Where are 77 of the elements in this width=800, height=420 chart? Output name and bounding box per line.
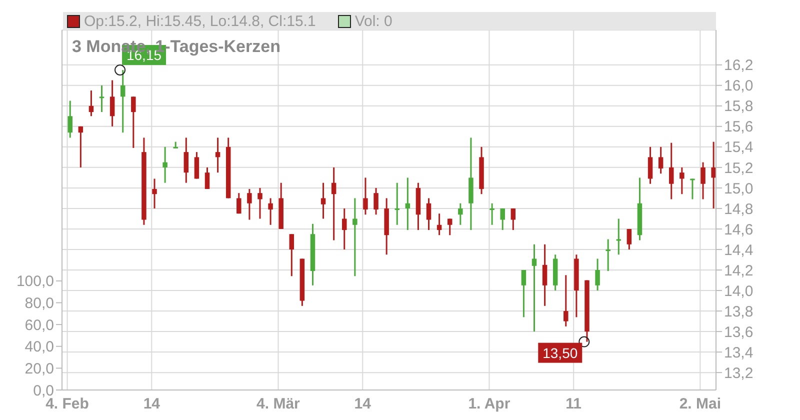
y2-tick-label: 16,0 (724, 78, 754, 95)
candlestick (658, 146, 664, 174)
candlestick (542, 244, 548, 307)
y-tick-label: 80,0 (24, 295, 54, 312)
candlestick (258, 187, 262, 220)
y-tick-label: 20,0 (24, 360, 54, 378)
candlestick (564, 274, 568, 328)
y2-tick-label: 13,4 (724, 344, 754, 362)
candlestick (110, 80, 115, 128)
y2-tick-label: 16,2 (724, 57, 754, 74)
candlestick (616, 218, 622, 256)
y2-tick-label: 15,0 (724, 180, 754, 198)
candlestick (500, 208, 505, 231)
candlestick (162, 146, 168, 184)
y2-tick-label: 15,8 (724, 98, 754, 116)
candlestick (521, 269, 526, 318)
candlestick (680, 166, 684, 195)
candlestick (78, 126, 84, 168)
candlestick (184, 136, 189, 184)
candlestick (99, 84, 104, 113)
candlestick (648, 146, 653, 185)
candlestick (394, 182, 400, 226)
y2-tick-label: 15,4 (724, 139, 754, 156)
candlestick (320, 182, 326, 220)
candlestick (700, 162, 706, 200)
y-tick-label: 40,0 (24, 338, 54, 356)
candlestick (458, 202, 463, 226)
candlestick (363, 176, 368, 216)
candlestick (204, 166, 210, 190)
candlestick (152, 178, 157, 210)
y2-tick-label: 14,0 (724, 282, 754, 300)
candlestick (532, 244, 537, 332)
candlestick (236, 192, 242, 214)
candlestick (626, 228, 632, 250)
y2-tick-label: 14,4 (724, 242, 754, 259)
candlestick (447, 218, 452, 236)
candlestick (247, 188, 252, 220)
candlestick (289, 233, 294, 277)
candlestick (352, 197, 358, 277)
candlestick (669, 142, 674, 200)
x-tick-label: 14 (143, 396, 161, 413)
candlestick (436, 212, 442, 236)
candlestick (68, 100, 72, 138)
candlestick (374, 187, 378, 216)
candlestick (131, 96, 136, 149)
candlestick (606, 238, 610, 272)
legend-label: Op:15.2, Hi:15.45, Lo:14.8, Cl:15.1 (84, 12, 316, 30)
y2-tick-label: 15,6 (724, 118, 754, 136)
candlestick (215, 136, 220, 174)
candlestick (342, 208, 347, 250)
x-tick-label: 1. Apr (468, 396, 510, 413)
candlestick (426, 197, 432, 231)
y-tick-label: 60,0 (24, 316, 54, 334)
y2-tick-label: 13,2 (724, 364, 754, 382)
candlestick (490, 202, 494, 226)
y2-tick-label: 15,2 (724, 160, 754, 177)
x-tick-label: 2. Mai (679, 396, 722, 413)
candlestick (595, 258, 600, 292)
candlestick (120, 69, 126, 134)
candlestick (510, 208, 516, 231)
candlestick (268, 197, 273, 226)
x-tick-label: 4. Mär (256, 396, 300, 413)
candlestick (194, 151, 200, 180)
x-tick-label: 14 (354, 396, 372, 413)
annotation: 13,50 (542, 344, 578, 361)
y2-tick-label: 14,6 (724, 221, 754, 238)
candlestick (88, 90, 94, 117)
legend-label: Vol: 0 (354, 12, 392, 30)
candlestick (405, 176, 410, 231)
y2-tick-label: 13,6 (724, 324, 754, 341)
y2-tick-label: 13,8 (724, 303, 754, 320)
x-tick-label: 11 (566, 396, 582, 413)
y-tick-label: 100,0 (16, 273, 54, 290)
y2-tick-label: 14,8 (724, 200, 754, 218)
y2-tick-label: 14,2 (724, 262, 754, 280)
candlestick (690, 178, 695, 200)
candlestick (331, 166, 336, 242)
